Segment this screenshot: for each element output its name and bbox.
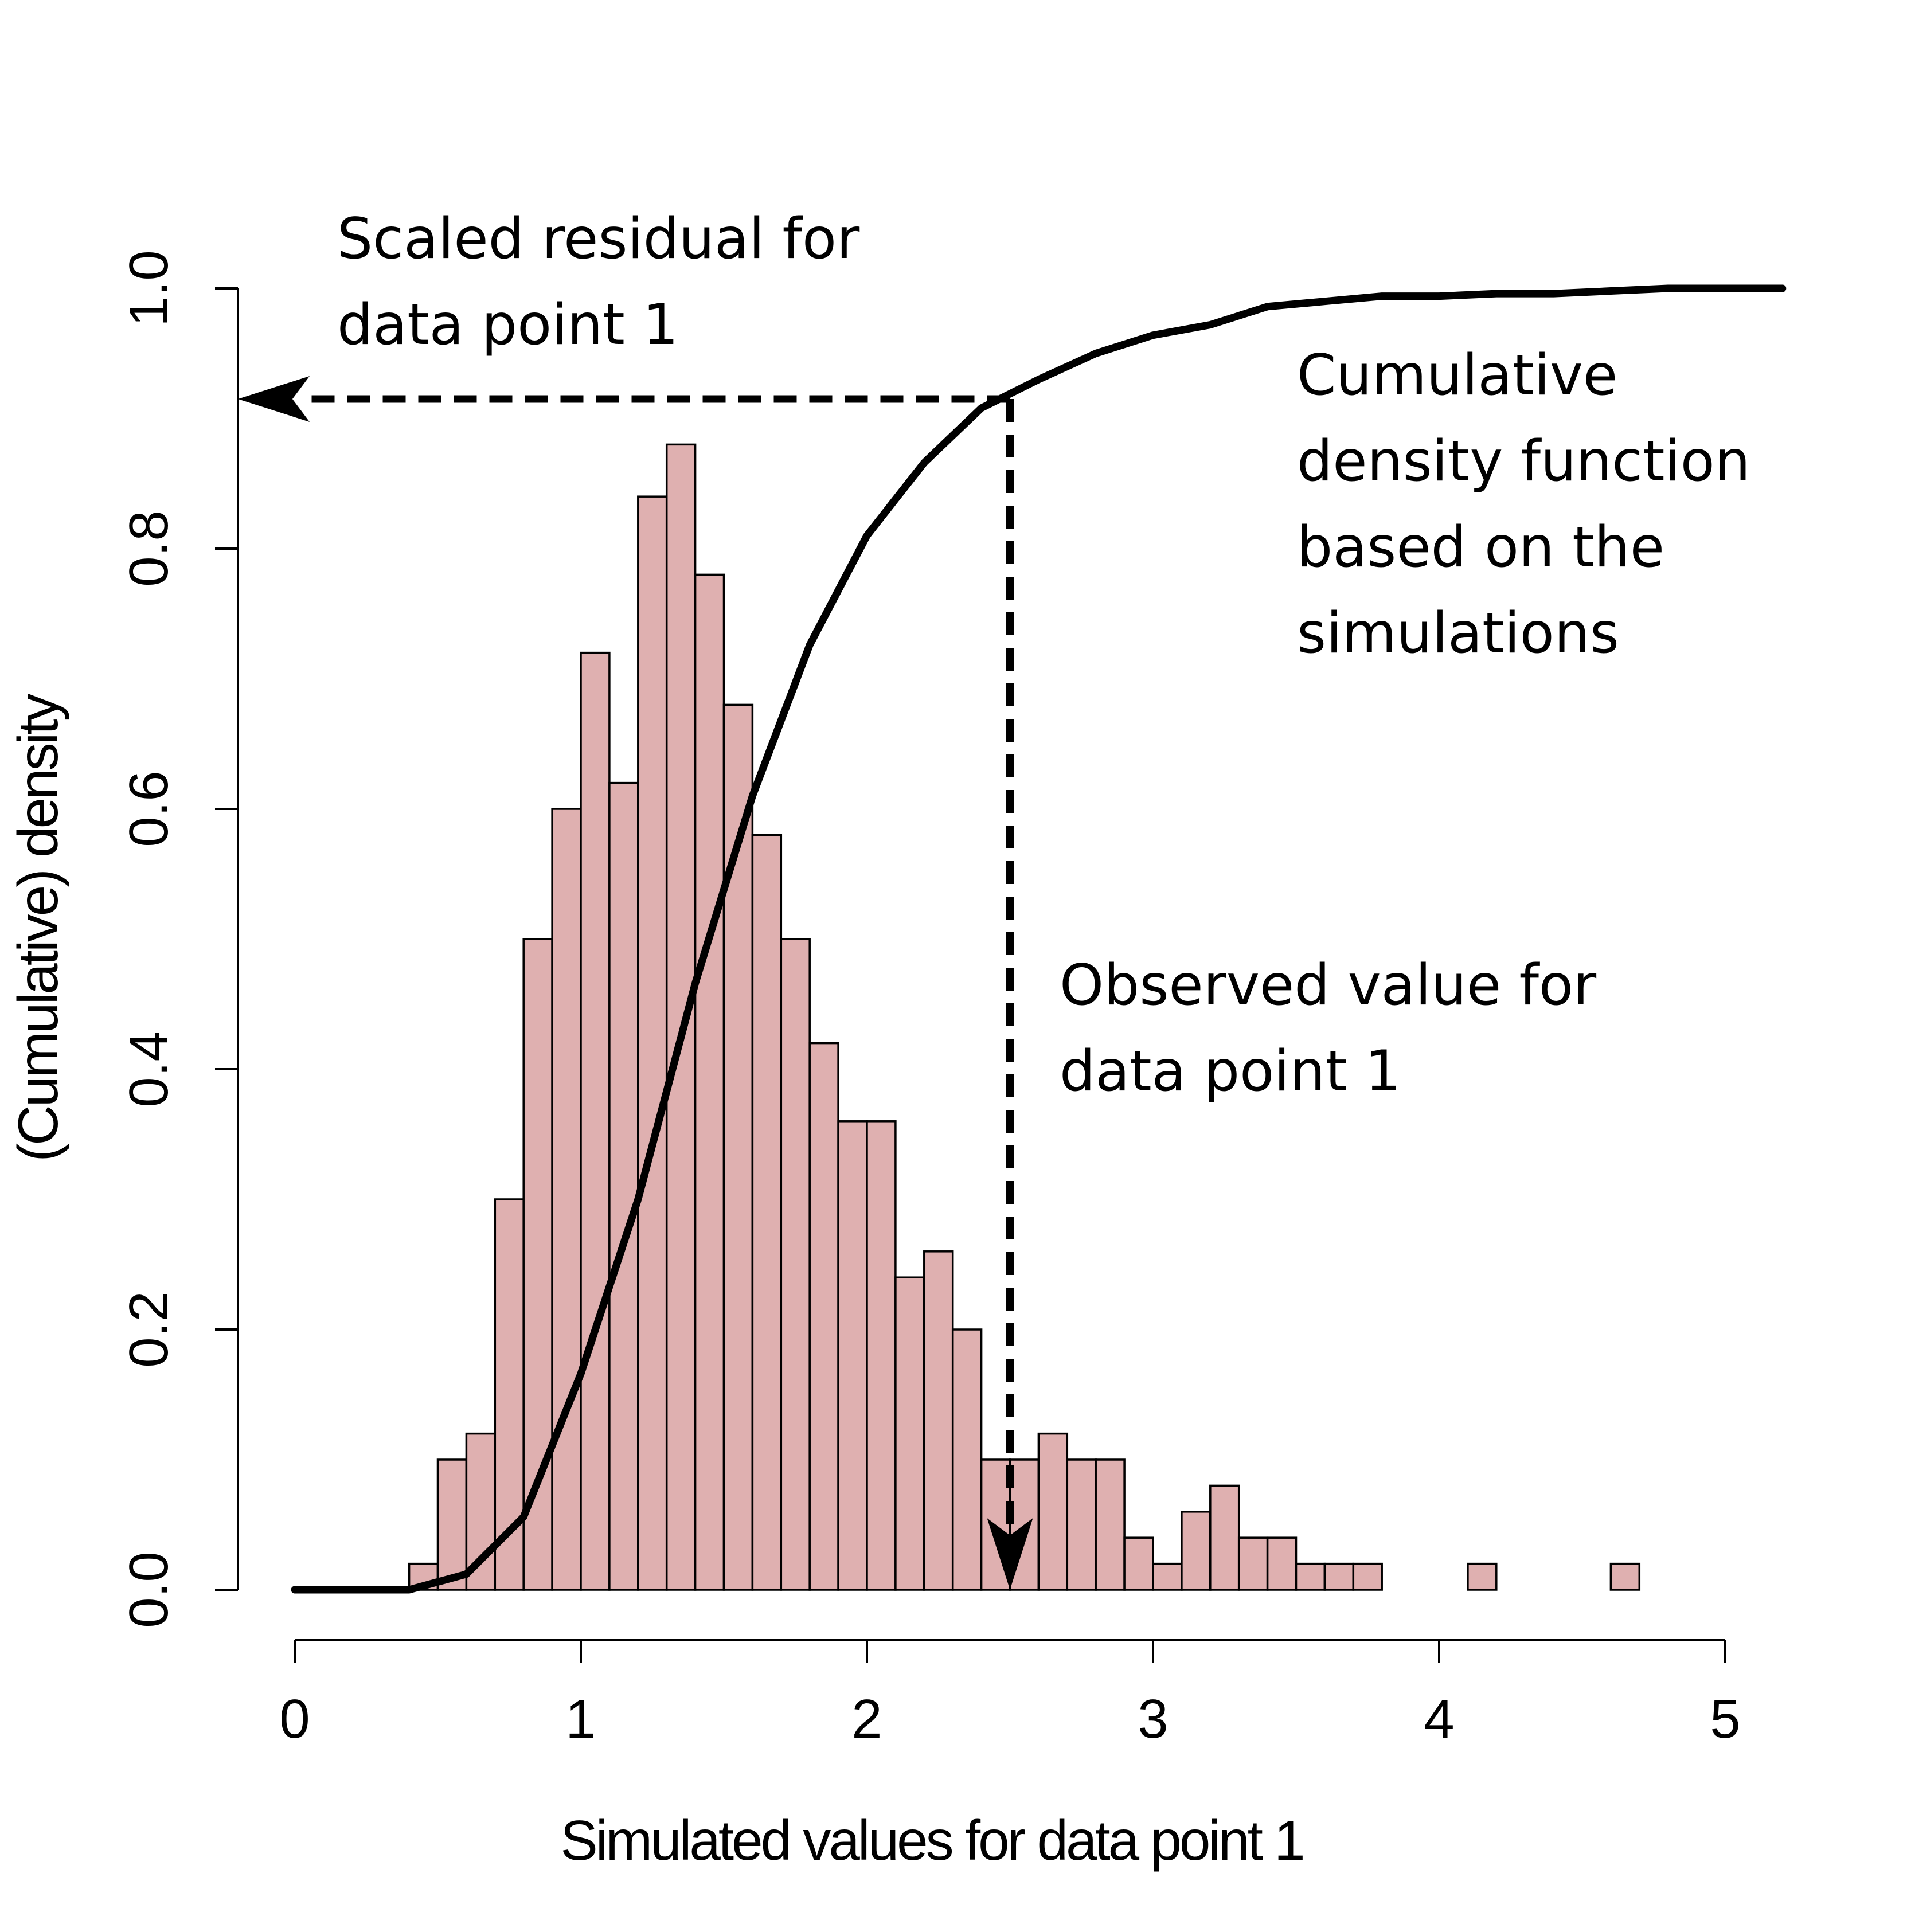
cdf-layer xyxy=(291,284,1787,1594)
histogram-bar xyxy=(923,1250,954,1591)
histogram-bar xyxy=(637,495,668,1591)
histogram-bar xyxy=(465,1432,497,1591)
cdf-line xyxy=(291,284,1787,1594)
observed-arrowhead xyxy=(987,1518,1033,1590)
histogram-bars xyxy=(408,443,1641,1591)
y-tick-label: 0.6 xyxy=(118,771,179,847)
annotation-cdf-line1: Cumulative xyxy=(1297,343,1617,408)
guide-arrows xyxy=(238,376,1033,1590)
annotation-cdf-line3: based on the xyxy=(1297,515,1664,580)
residual-arrowhead xyxy=(238,376,310,422)
histogram-bar xyxy=(1152,1562,1183,1591)
histogram-bar xyxy=(694,573,725,1591)
histogram-bar xyxy=(1181,1511,1212,1591)
y-tick-label: 0.0 xyxy=(118,1551,179,1628)
x-tick-label: 3 xyxy=(1138,1688,1168,1750)
histogram-bar xyxy=(808,1042,839,1591)
x-tick-label: 0 xyxy=(279,1688,310,1750)
histogram-bar xyxy=(1066,1458,1097,1591)
histogram-bar xyxy=(551,808,582,1591)
x-axis-title: Simulated values for data point 1 xyxy=(560,1809,1303,1872)
y-axis-title: (Cumulative) density xyxy=(6,693,69,1161)
y-tick-label: 0.2 xyxy=(118,1291,179,1367)
histogram-bar xyxy=(608,781,639,1591)
histogram-bar xyxy=(665,443,697,1591)
histogram-bar xyxy=(951,1328,983,1591)
annotation-observed-line1: Observed value for xyxy=(1060,953,1597,1018)
annotation-cdf-line2: density function xyxy=(1297,429,1750,494)
x-tick-label: 4 xyxy=(1424,1688,1454,1750)
histogram-bar xyxy=(1037,1432,1069,1591)
histogram-bar xyxy=(1209,1484,1240,1591)
histogram-bar xyxy=(894,1276,925,1591)
histogram-bar xyxy=(436,1458,468,1591)
histogram-bar xyxy=(522,938,553,1591)
y-tick-label: 0.4 xyxy=(118,1031,179,1107)
x-axis: 0 1 2 3 4 5 xyxy=(279,1639,1741,1750)
annotation-cdf-line4: simulations xyxy=(1297,601,1619,666)
histogram-bar xyxy=(837,1120,868,1591)
histogram-bar xyxy=(1467,1562,1498,1591)
x-tick-label: 1 xyxy=(565,1688,596,1750)
annotation-observed-line2: data point 1 xyxy=(1060,1039,1401,1104)
histogram-bar xyxy=(1123,1536,1154,1591)
y-axis: 0.0 0.2 0.4 0.6 0.8 1.0 xyxy=(118,250,239,1628)
histogram-bar xyxy=(1323,1562,1355,1591)
annotation-residual-line1: Scaled residual for xyxy=(337,206,860,272)
y-tick-label: 0.8 xyxy=(118,510,179,586)
y-tick-label: 1.0 xyxy=(118,250,179,326)
x-tick-label: 2 xyxy=(851,1688,882,1750)
histogram-bar xyxy=(1609,1562,1641,1591)
x-tick-label: 5 xyxy=(1710,1688,1740,1750)
histogram-bar xyxy=(1295,1562,1326,1591)
histogram-bar xyxy=(751,834,783,1591)
histogram-bar xyxy=(1095,1458,1126,1591)
annotation-residual-line2: data point 1 xyxy=(337,292,678,358)
histogram-bar xyxy=(866,1120,897,1591)
histogram-bar xyxy=(1266,1536,1298,1591)
histogram-bar xyxy=(780,938,811,1591)
histogram-bar xyxy=(1352,1562,1383,1591)
histogram-bar xyxy=(580,651,611,1591)
histogram-bar xyxy=(1237,1536,1269,1591)
